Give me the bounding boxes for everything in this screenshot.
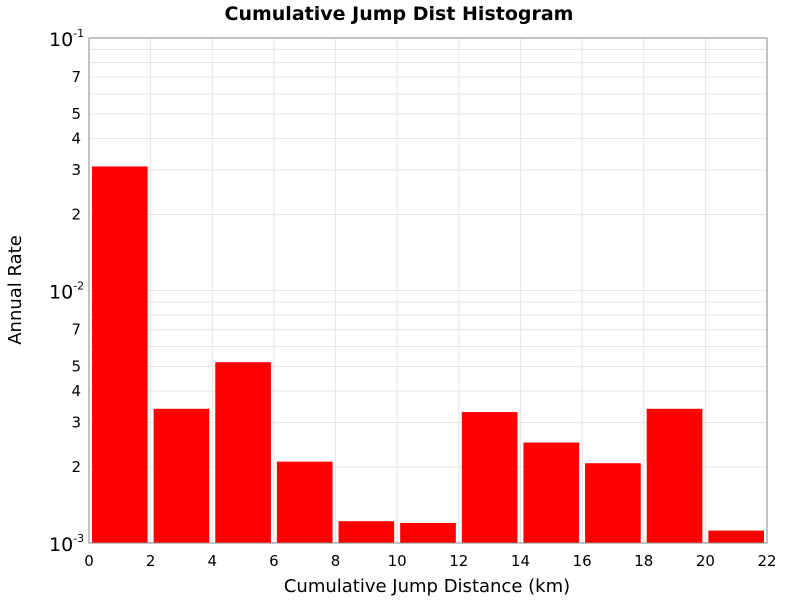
y-tick-label: 5	[71, 358, 81, 376]
y-decade-base: 10	[49, 282, 73, 304]
y-decade-base: 10	[49, 534, 73, 556]
histogram-bar	[400, 523, 456, 543]
histogram-bar	[92, 166, 148, 544]
histogram-bar	[153, 408, 210, 543]
x-tick-label: 4	[207, 552, 217, 570]
y-decade-exponent: -2	[73, 280, 84, 293]
x-axis-ticks: 0 2 4 6 8 10 12 14 16 18 20 22	[84, 552, 776, 570]
y-decade-label: 10-3	[49, 532, 84, 556]
y-tick-label: 3	[71, 414, 81, 432]
histogram-bar	[276, 461, 333, 543]
y-tick-label: 5	[71, 105, 81, 123]
y-tick-label: 4	[71, 129, 81, 147]
x-tick-label: 12	[449, 552, 468, 570]
bars	[92, 166, 764, 544]
y-tick-label: 4	[71, 382, 81, 400]
y-tick-label: 7	[71, 68, 81, 86]
x-tick-label: 8	[331, 552, 341, 570]
y-decade-label: 10-2	[49, 280, 84, 304]
x-tick-label: 10	[388, 552, 407, 570]
x-axis-label: Cumulative Jump Distance (km)	[284, 576, 570, 597]
y-decade-exponent: -1	[73, 27, 84, 40]
y-decade-exponent: -3	[73, 532, 84, 545]
histogram-bar	[585, 463, 641, 543]
histogram-bar	[461, 412, 518, 543]
x-tick-label: 0	[84, 552, 94, 570]
x-tick-label: 6	[269, 552, 279, 570]
y-tick-label: 2	[71, 205, 81, 223]
y-tick-label: 3	[71, 161, 81, 179]
x-tick-label: 16	[573, 552, 592, 570]
histogram-bar	[215, 362, 271, 543]
y-tick-label: 7	[71, 321, 81, 339]
plot-frame	[88, 37, 768, 544]
histogram-bar	[523, 442, 580, 543]
x-tick-label: 14	[511, 552, 530, 570]
x-tick-label: 2	[146, 552, 156, 570]
chart-title: Cumulative Jump Dist Histogram	[225, 3, 574, 25]
y-axis-label: Annual Rate	[5, 235, 26, 345]
y-tick-label: 2	[71, 458, 81, 476]
y-decade-base: 10	[49, 29, 73, 51]
x-tick-label: 22	[757, 552, 776, 570]
x-tick-label: 18	[634, 552, 653, 570]
histogram-bar	[646, 408, 703, 543]
histogram-bar	[338, 521, 395, 543]
x-tick-label: 20	[696, 552, 715, 570]
histogram-bar	[708, 530, 764, 543]
y-decade-label: 10-1	[49, 27, 84, 51]
